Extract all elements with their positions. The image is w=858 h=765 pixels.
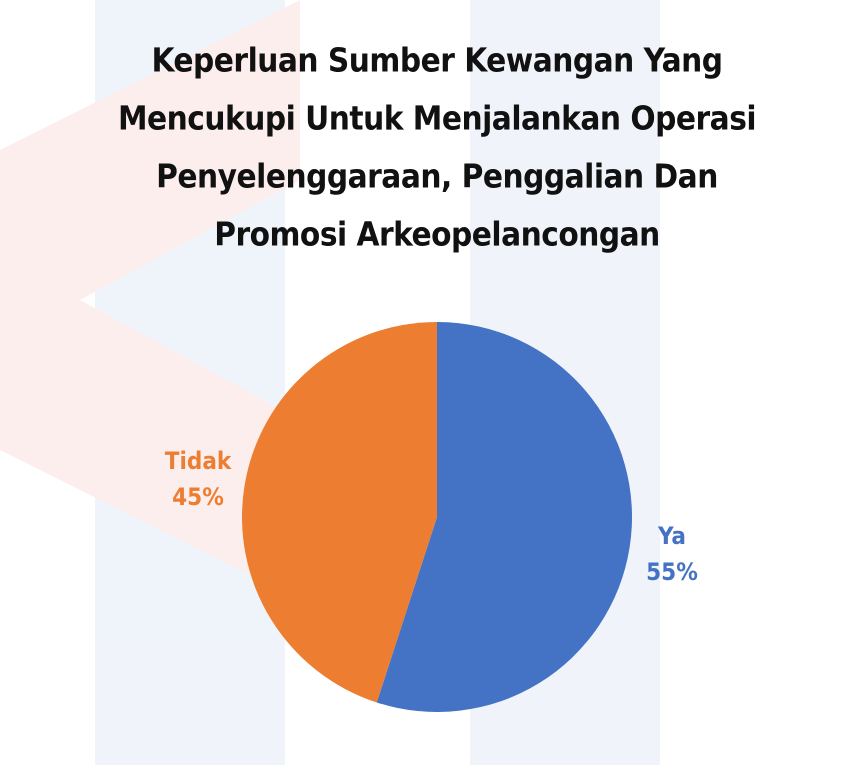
slice-value-label: 55% — [646, 558, 698, 586]
pie-slice — [242, 322, 437, 703]
pie-slice — [376, 322, 633, 712]
chart-title: Promosi Arkeopelancongan — [214, 215, 660, 254]
chart-title: Mencukupi Untuk Menjalankan Operasi — [118, 99, 756, 138]
chart-title: Keperluan Sumber Kewangan Yang — [151, 41, 722, 80]
watermark — [0, 0, 660, 765]
slice-value-label: 45% — [172, 483, 224, 511]
slice-category-label: Tidak — [165, 447, 232, 475]
chart-title: Penyelenggaraan, Penggalian Dan — [156, 157, 718, 196]
slice-category-label: Ya — [657, 522, 686, 550]
